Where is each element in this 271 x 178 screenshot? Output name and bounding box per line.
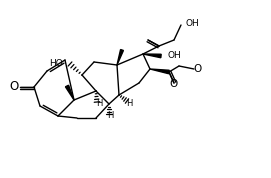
Text: H: H xyxy=(126,98,132,108)
Text: O: O xyxy=(170,79,178,89)
Text: O: O xyxy=(9,80,19,93)
Text: OH: OH xyxy=(186,20,200,28)
Polygon shape xyxy=(143,54,161,58)
Text: OH: OH xyxy=(167,51,181,61)
Text: H: H xyxy=(96,98,102,108)
Polygon shape xyxy=(117,49,123,65)
Text: H: H xyxy=(107,111,113,119)
Text: O: O xyxy=(194,64,202,74)
Polygon shape xyxy=(65,85,74,100)
Polygon shape xyxy=(150,69,169,74)
Text: HO: HO xyxy=(49,59,63,67)
